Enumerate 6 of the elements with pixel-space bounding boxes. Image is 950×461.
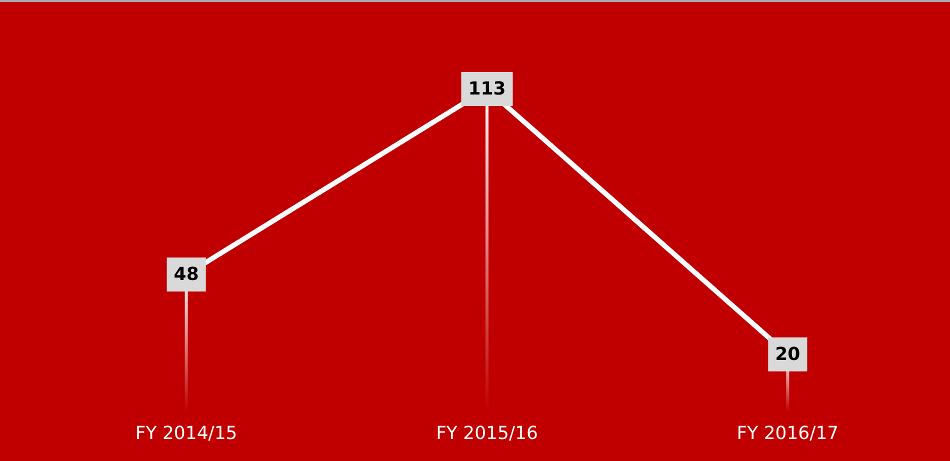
x-tick-label: FY 2016/17	[736, 422, 839, 444]
x-tick-label: FY 2014/15	[135, 422, 238, 444]
data-label: 113	[468, 78, 506, 100]
data-label: 48	[174, 264, 199, 286]
data-label: 20	[775, 344, 800, 366]
x-tick-label: FY 2015/16	[436, 422, 538, 444]
